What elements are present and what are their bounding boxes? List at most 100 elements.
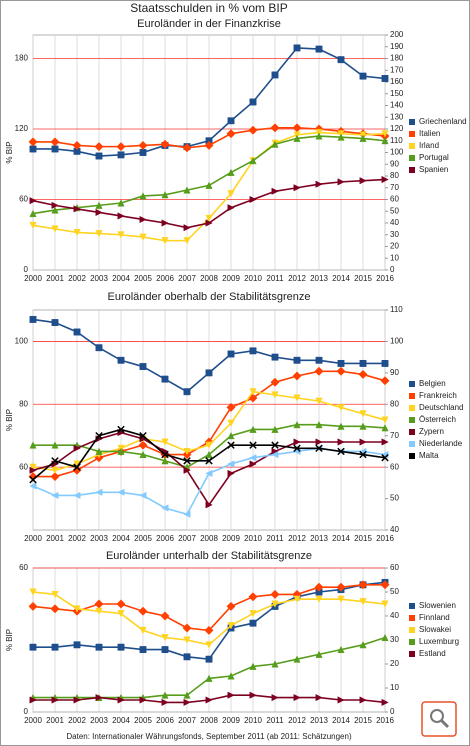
data-point <box>249 454 257 462</box>
data-point <box>183 186 191 194</box>
data-point <box>50 472 60 482</box>
data-point <box>117 356 125 364</box>
data-point <box>50 137 60 147</box>
data-point <box>29 588 37 596</box>
data-point <box>271 425 279 433</box>
data-point <box>359 134 367 142</box>
data-point <box>95 447 103 455</box>
zoom-handle <box>439 718 450 729</box>
data-point <box>315 180 323 188</box>
data-point <box>29 315 37 323</box>
data-point <box>29 197 37 205</box>
data-point <box>117 610 125 618</box>
x-tick-label: 2015 <box>354 274 372 283</box>
data-point <box>271 600 279 608</box>
data-point <box>29 145 37 153</box>
data-point <box>271 441 279 449</box>
zoom-button[interactable] <box>421 701 457 737</box>
legend-swatch <box>409 453 415 459</box>
data-point <box>29 466 37 474</box>
legend-label: Spanien <box>419 165 448 174</box>
data-point <box>117 212 125 220</box>
x-tick-label: 2005 <box>134 534 152 543</box>
data-point <box>358 369 368 379</box>
x-tick-label: 2011 <box>266 716 284 725</box>
data-point <box>249 441 257 449</box>
y-axis-label: % BIP <box>5 409 14 431</box>
data-point <box>51 590 59 599</box>
x-tick-label: 2012 <box>288 716 306 725</box>
y-tick-label: 60 <box>19 563 28 572</box>
data-point <box>29 221 37 230</box>
legend-label: Luxemburg <box>419 637 459 646</box>
data-point <box>161 698 169 707</box>
y-axis-label: % BIP <box>5 629 14 651</box>
y-tick-label: 60 <box>19 462 28 471</box>
legend-swatch <box>409 651 415 657</box>
x-tick-label: 2006 <box>156 534 174 543</box>
data-point <box>29 463 37 471</box>
data-point <box>226 601 236 611</box>
y2-tick-label: 90 <box>390 368 399 377</box>
data-point <box>227 691 235 699</box>
data-point <box>249 98 257 106</box>
x-tick-label: 2013 <box>310 274 328 283</box>
data-point <box>315 420 323 429</box>
zoom-icon[interactable] <box>421 701 457 737</box>
data-point <box>359 450 367 459</box>
data-point <box>380 580 390 590</box>
y2-tick-label: 100 <box>390 148 404 157</box>
data-point <box>293 444 301 453</box>
y2-tick-label: 20 <box>390 242 399 251</box>
data-point <box>161 504 169 512</box>
data-point <box>116 599 126 609</box>
source-note: Daten: Internationaler Währungsfonds, Se… <box>66 732 352 741</box>
x-tick-label: 2006 <box>156 716 174 725</box>
x-tick-label: 2000 <box>24 534 42 543</box>
data-point <box>271 693 279 702</box>
data-point <box>161 450 169 459</box>
data-point <box>161 646 169 654</box>
data-point <box>73 696 81 704</box>
data-point <box>95 431 103 440</box>
data-point <box>183 224 191 232</box>
y2-tick-label: 190 <box>390 42 404 51</box>
data-point <box>205 641 213 649</box>
legend-label: Malta <box>419 451 439 460</box>
data-point <box>227 441 235 449</box>
x-tick-label: 2009 <box>222 716 240 725</box>
data-point <box>314 582 324 592</box>
data-point <box>95 208 103 217</box>
data-point <box>227 350 235 358</box>
x-tick-label: 2008 <box>200 716 218 725</box>
data-point <box>205 369 213 377</box>
data-point <box>204 625 214 635</box>
data-point <box>271 353 279 361</box>
data-point <box>337 447 345 456</box>
data-point <box>182 143 192 153</box>
x-tick-label: 2004 <box>112 274 130 283</box>
data-point <box>314 366 324 376</box>
legend-swatch <box>409 627 415 633</box>
data-point <box>95 488 103 496</box>
data-point <box>249 195 257 204</box>
data-point <box>270 377 280 387</box>
x-tick-label: 2010 <box>244 274 262 283</box>
data-point <box>271 660 279 668</box>
data-point <box>183 636 191 644</box>
x-tick-label: 2002 <box>68 534 86 543</box>
zoom-lens <box>430 709 444 723</box>
y2-tick-label: 170 <box>390 65 404 74</box>
legend-label: Estland <box>419 649 446 658</box>
data-point <box>95 693 103 702</box>
data-point <box>381 453 389 462</box>
data-point <box>95 230 103 238</box>
data-point <box>381 75 389 82</box>
data-point <box>117 151 125 159</box>
data-point <box>248 592 258 602</box>
data-point <box>139 233 147 241</box>
data-point <box>117 425 125 434</box>
data-point <box>293 655 301 663</box>
data-point <box>51 696 59 704</box>
